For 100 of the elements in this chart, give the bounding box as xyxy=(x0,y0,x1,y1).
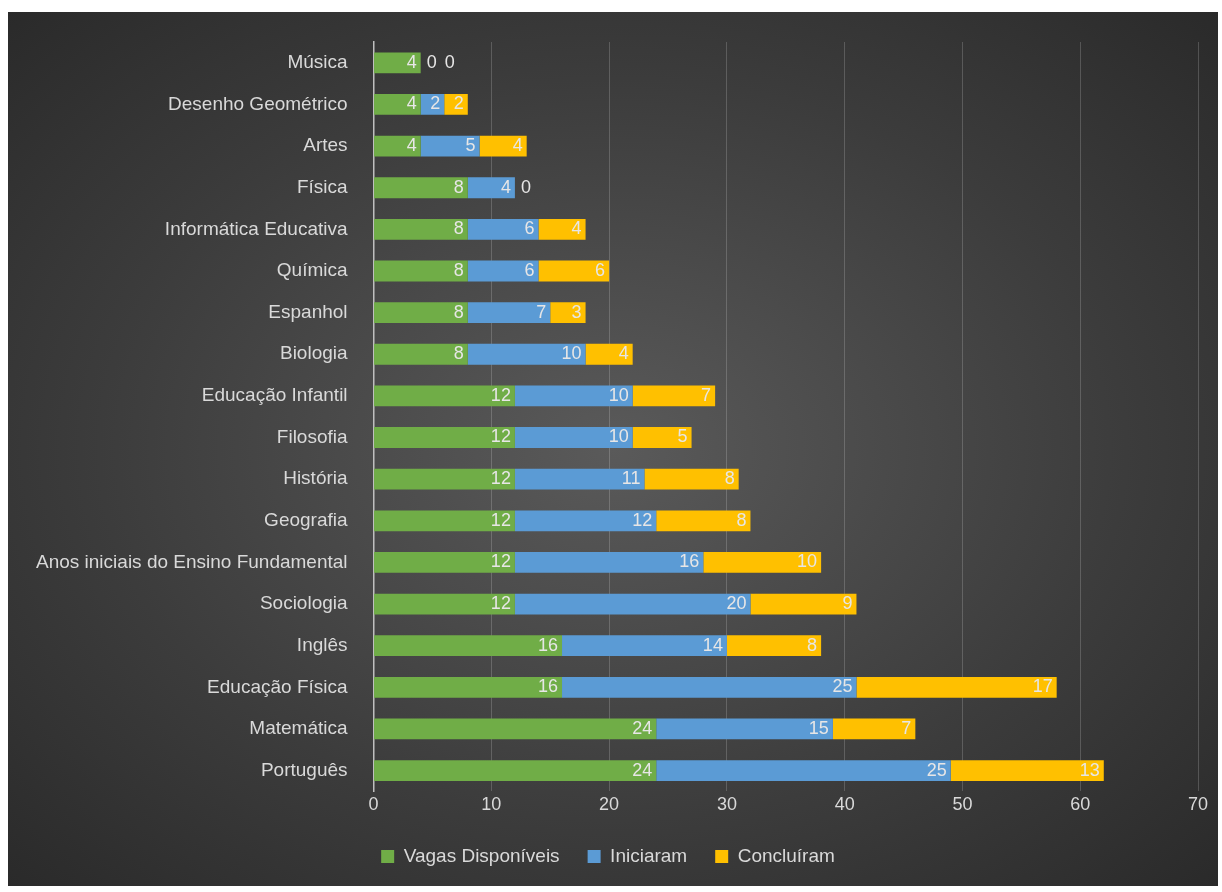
data-label: 8 xyxy=(453,301,464,322)
bar xyxy=(374,218,468,240)
bar xyxy=(467,302,551,324)
y-tick-label: Matemática xyxy=(249,717,348,739)
legend-label: Iniciaram xyxy=(610,844,688,866)
data-label: 8 xyxy=(453,218,464,239)
bar xyxy=(467,260,539,282)
bar xyxy=(538,260,610,282)
data-label: 13 xyxy=(1079,759,1100,780)
bar xyxy=(374,52,421,74)
data-label: 0 xyxy=(520,176,531,197)
y-tick-label: Espanhol xyxy=(268,300,348,322)
bar xyxy=(562,676,857,698)
y-tick-label: Anos iniciais do Ensino Fundamental xyxy=(35,550,348,572)
data-label: 10 xyxy=(608,384,629,405)
data-label: 4 xyxy=(571,218,582,239)
data-label: 10 xyxy=(797,551,818,572)
data-label: 4 xyxy=(406,135,417,156)
data-label: 4 xyxy=(512,135,523,156)
bar xyxy=(550,302,586,324)
data-label: 15 xyxy=(808,717,829,738)
y-tick-label: Desenho Geométrico xyxy=(168,92,348,114)
x-tick-label: 60 xyxy=(1070,794,1091,815)
bar xyxy=(632,427,692,448)
bar xyxy=(374,552,515,573)
data-label: 6 xyxy=(595,259,606,280)
data-label: 8 xyxy=(453,259,464,280)
bar xyxy=(832,718,916,740)
data-label: 16 xyxy=(537,676,559,697)
bar xyxy=(420,135,480,157)
data-label: 3 xyxy=(571,301,582,322)
bar xyxy=(374,676,563,698)
data-label: 16 xyxy=(679,551,700,572)
y-tick-label: Educação Infantil xyxy=(201,384,348,406)
data-label: 5 xyxy=(677,426,688,447)
bar xyxy=(514,385,633,407)
data-label: 12 xyxy=(490,426,511,447)
y-tick-label: História xyxy=(283,467,348,489)
data-label: 8 xyxy=(807,634,818,655)
data-label: 8 xyxy=(736,509,747,530)
data-label: 16 xyxy=(537,634,559,655)
y-tick-label: Filosofia xyxy=(276,425,348,447)
bar xyxy=(374,427,515,448)
y-tick-label: Música xyxy=(287,51,348,73)
bar xyxy=(538,218,586,240)
x-tick-label: 10 xyxy=(481,794,502,815)
data-label: 5 xyxy=(465,135,476,156)
bar xyxy=(374,510,515,532)
data-label: 0 xyxy=(444,51,455,72)
bar xyxy=(856,676,1057,698)
bar xyxy=(374,343,468,365)
data-label: 14 xyxy=(702,634,723,655)
data-label: 4 xyxy=(406,93,417,114)
data-label: 7 xyxy=(901,717,912,738)
y-tick-label: Educação Física xyxy=(207,675,348,697)
y-tick-label: Física xyxy=(296,175,348,197)
x-tick-label: 70 xyxy=(1187,794,1209,815)
bar xyxy=(374,718,657,740)
legend-label: Concluíram xyxy=(737,844,835,866)
data-label: 12 xyxy=(490,551,511,572)
data-label: 12 xyxy=(490,509,511,530)
data-label: 10 xyxy=(608,426,629,447)
bar xyxy=(374,760,657,781)
bar xyxy=(467,343,586,365)
data-label: 6 xyxy=(524,259,535,280)
data-label: 6 xyxy=(524,218,535,239)
data-label: 2 xyxy=(453,93,464,114)
data-label: 4 xyxy=(618,343,629,364)
bar xyxy=(726,635,822,657)
x-tick-label: 40 xyxy=(834,794,855,815)
data-label: 12 xyxy=(632,509,653,530)
data-label: 8 xyxy=(453,343,464,364)
bar xyxy=(514,593,751,615)
bar xyxy=(514,427,633,448)
data-label: 12 xyxy=(490,468,511,489)
y-tick-label: Informática Educativa xyxy=(164,217,348,239)
bar xyxy=(374,593,515,615)
bar xyxy=(656,718,833,740)
data-label: 7 xyxy=(536,301,547,322)
bar xyxy=(514,552,704,573)
y-tick-label: Artes xyxy=(303,134,348,156)
y-tick-label: Inglês xyxy=(296,633,348,655)
data-label: 24 xyxy=(632,717,653,738)
bar xyxy=(374,135,421,157)
data-label: 8 xyxy=(453,176,464,197)
data-label: 7 xyxy=(701,384,712,405)
data-label: 11 xyxy=(621,468,641,489)
legend-label: Vagas Disponíveis xyxy=(403,844,560,866)
data-label: 24 xyxy=(632,759,653,780)
data-label: 25 xyxy=(926,759,947,780)
data-label: 9 xyxy=(842,593,853,614)
data-label: 20 xyxy=(726,593,747,614)
bar xyxy=(374,94,421,115)
bar xyxy=(585,343,633,365)
bar xyxy=(950,760,1104,781)
x-tick-label: 20 xyxy=(599,794,620,815)
data-label: 2 xyxy=(430,93,441,114)
data-label: 8 xyxy=(724,468,735,489)
data-label: 4 xyxy=(500,176,511,197)
bar xyxy=(467,218,539,240)
